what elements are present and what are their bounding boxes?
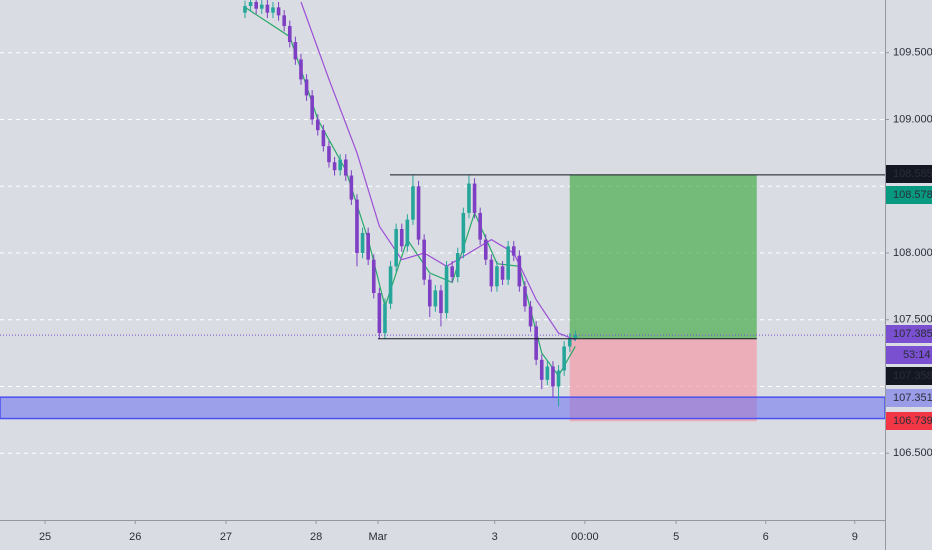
candle-body: [427, 279, 432, 307]
price-label: 108.578: [893, 189, 932, 201]
x-tick-label: 3: [492, 531, 498, 543]
y-tick-label: 108.000: [893, 247, 932, 259]
candle-body: [383, 303, 387, 334]
candle-body: [371, 259, 376, 294]
candle-body: [332, 162, 337, 171]
candle-body: [534, 326, 538, 360]
y-tick-label: 109.500: [893, 47, 932, 59]
x-tick-label: 28: [310, 531, 322, 543]
price-label-box: [886, 389, 932, 407]
x-tick-label: 00:00: [571, 531, 599, 543]
candle-body: [349, 175, 354, 200]
candle-body: [304, 79, 309, 96]
candle-body: [478, 212, 482, 240]
candle-body: [248, 2, 253, 7]
candle-body: [377, 293, 382, 334]
x-tick-label: 26: [129, 531, 141, 543]
candle-body: [321, 130, 326, 147]
price-label-box: [886, 412, 932, 430]
candle-body: [523, 286, 527, 307]
candle-body: [282, 15, 286, 27]
candle-body: [399, 228, 404, 247]
candle-body: [259, 4, 264, 9]
x-tick-label: 9: [852, 531, 858, 543]
y-tick-label: 107.500: [893, 314, 932, 326]
candle-body: [265, 4, 270, 13]
candle-body: [539, 359, 544, 380]
x-tick-label: 27: [220, 531, 232, 543]
x-tick-label: 25: [39, 531, 51, 543]
candle-body: [315, 119, 320, 131]
candle-body: [388, 266, 393, 304]
price-axis: [885, 0, 932, 550]
candle-body: [394, 228, 398, 267]
candle-body: [517, 255, 522, 287]
candle-body: [243, 6, 247, 13]
candle-body: [472, 183, 477, 213]
candle-body: [405, 219, 410, 247]
candle-body: [439, 290, 443, 314]
candle-body: [360, 232, 365, 253]
candle-body: [489, 259, 494, 287]
candle-body: [511, 246, 516, 256]
candle-body: [433, 290, 438, 307]
candle-body: [338, 159, 342, 171]
support-zone: [0, 396, 886, 420]
candle-body: [528, 306, 533, 327]
price-label: 108.585: [893, 168, 932, 180]
price-label: 107.385: [893, 328, 932, 340]
y-tick-label: 106.500: [893, 447, 932, 459]
candle-body: [483, 239, 488, 260]
candle-body: [455, 252, 460, 278]
candle-body: [343, 159, 348, 176]
candle-body: [567, 338, 572, 347]
price-label-box: [886, 325, 932, 343]
moving-average: [244, 6, 576, 377]
candle-body: [500, 266, 505, 280]
candle-body: [551, 366, 555, 387]
candle-body: [327, 146, 331, 163]
candle-body: [422, 239, 426, 280]
candle-body: [271, 7, 275, 13]
y-tick-label: 109.000: [893, 113, 932, 125]
candle-body: [355, 199, 359, 253]
candle-body: [411, 186, 415, 220]
candle-body: [366, 232, 370, 260]
x-tick-label: 5: [673, 531, 679, 543]
price-label: 53:14: [903, 349, 931, 361]
candle-body: [461, 212, 466, 253]
price-label-box: [886, 165, 932, 183]
candle-body: [310, 95, 314, 120]
price-label: 107.358: [893, 370, 932, 382]
target-area: [569, 174, 757, 339]
candle-body: [287, 26, 292, 43]
candle-body: [293, 42, 298, 60]
candle-body: [506, 246, 510, 280]
candle-body: [573, 335, 578, 339]
price-label: 107.351: [893, 392, 932, 404]
candle-body: [556, 370, 561, 387]
candle-body: [276, 7, 281, 16]
candle-body: [495, 266, 499, 287]
candle-body: [450, 266, 454, 278]
candle-body: [545, 366, 550, 380]
candle-body: [444, 266, 449, 314]
candle-body: [254, 2, 258, 9]
x-tick-label: Mar: [368, 531, 387, 543]
candle-body: [299, 59, 303, 80]
candle-body: [467, 183, 471, 213]
candle-body: [562, 346, 566, 371]
price-label-box: [886, 367, 932, 385]
x-tick-label: 6: [763, 531, 769, 543]
price-label: 106.739: [893, 415, 932, 427]
price-label-box: [886, 346, 932, 364]
candle-body: [416, 186, 421, 240]
price-label-box: [886, 186, 932, 204]
